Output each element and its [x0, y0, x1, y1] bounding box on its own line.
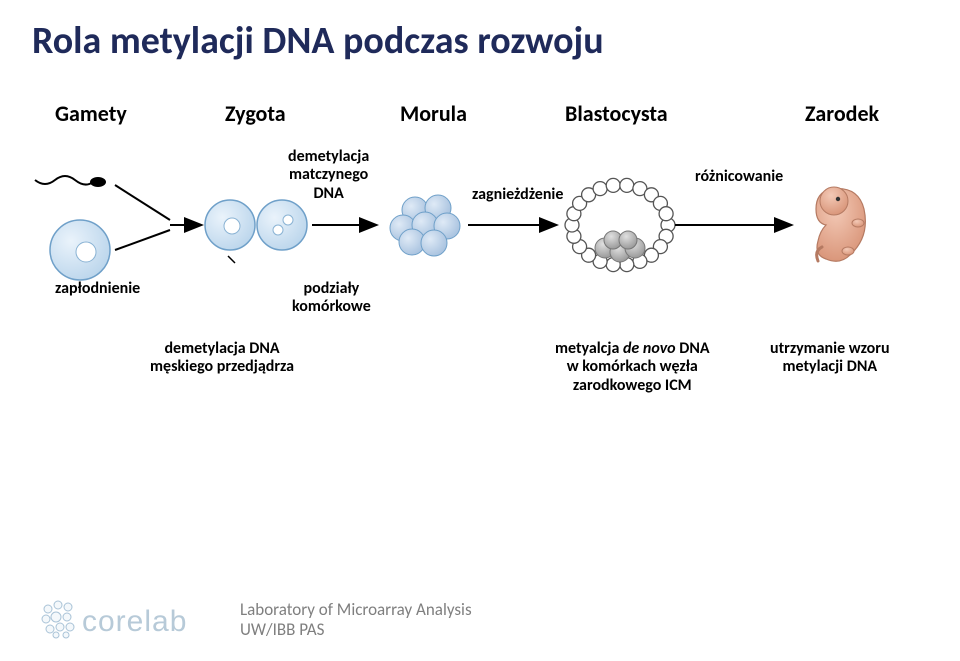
- footer-line2: UW/IBB PAS: [240, 620, 472, 640]
- sperm-icon: [35, 176, 106, 187]
- footer: corelab Laboratory of Microarray Analysi…: [40, 597, 472, 643]
- logo-icon: corelab: [40, 597, 230, 643]
- stage-gamety: Gamety: [55, 100, 127, 127]
- stage-zarodek: Zarodek: [805, 100, 879, 127]
- stage-zygota: Zygota: [225, 100, 286, 127]
- stage-morula: Morula: [400, 100, 467, 127]
- embryo-icon: [816, 187, 865, 261]
- footer-line1: Laboratory of Microarray Analysis: [240, 600, 472, 620]
- logo-text: corelab: [82, 605, 187, 638]
- footer-text: Laboratory of Microarray Analysis UW/IBB…: [240, 600, 472, 641]
- zygote-icon: [205, 200, 307, 250]
- blastocyst-icon: [565, 178, 675, 271]
- diagram: [0, 130, 960, 390]
- page-title: Rola metylacji DNA podczas rozwoju: [32, 18, 604, 64]
- stage-blastocysta: Blastocysta: [565, 100, 668, 127]
- egg-cell-icon: [50, 220, 110, 280]
- morula-icon: [390, 195, 460, 256]
